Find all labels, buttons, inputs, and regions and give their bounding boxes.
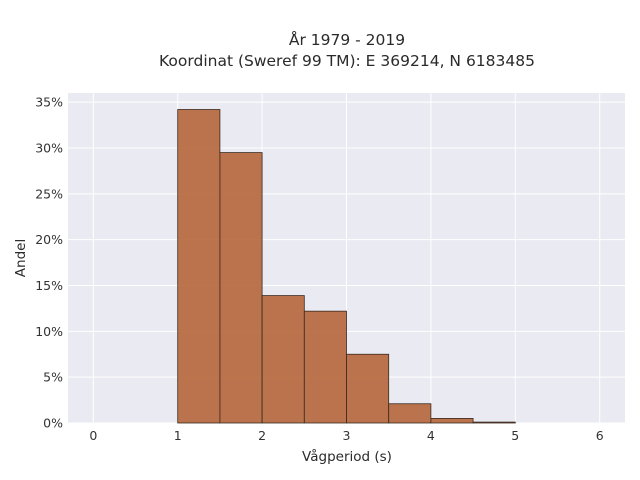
chart-title-line2: Koordinat (Sweref 99 TM): E 369214, N 61… bbox=[159, 52, 535, 70]
x-tick-label: 4 bbox=[427, 428, 435, 443]
histogram-bar bbox=[472, 421, 516, 424]
histogram-bar bbox=[219, 152, 263, 424]
x-tick-label: 0 bbox=[89, 428, 97, 443]
y-axis-label: Andel bbox=[13, 239, 29, 277]
y-tick-label: 0% bbox=[43, 416, 63, 431]
y-tick-label: 35% bbox=[35, 95, 63, 110]
x-axis-label: Vågperiod (s) bbox=[302, 448, 392, 465]
y-tick-labels: 0% 5% 10% 15% 20% 25% 30% 35% bbox=[35, 95, 63, 431]
histogram-bar bbox=[303, 310, 347, 424]
x-tick-labels: 0 1 2 3 4 5 6 bbox=[89, 428, 603, 443]
x-tick-label: 2 bbox=[258, 428, 266, 443]
x-tick-label: 6 bbox=[596, 428, 604, 443]
histogram-bar bbox=[430, 418, 474, 424]
bars bbox=[177, 109, 516, 424]
x-tick-label: 1 bbox=[174, 428, 182, 443]
y-tick-label: 25% bbox=[35, 186, 63, 201]
histogram-bar bbox=[177, 109, 221, 424]
y-tick-label: 10% bbox=[35, 324, 63, 339]
histogram-bar bbox=[388, 403, 432, 424]
y-tick-label: 20% bbox=[35, 232, 63, 247]
chart-title-line1: År 1979 - 2019 bbox=[289, 30, 405, 49]
histogram-bar bbox=[346, 353, 390, 424]
histogram-bar bbox=[261, 295, 305, 424]
y-tick-label: 5% bbox=[43, 370, 63, 385]
x-tick-label: 3 bbox=[343, 428, 351, 443]
x-tick-label: 5 bbox=[511, 428, 519, 443]
y-tick-label: 30% bbox=[35, 141, 63, 156]
y-tick-label: 15% bbox=[35, 278, 63, 293]
